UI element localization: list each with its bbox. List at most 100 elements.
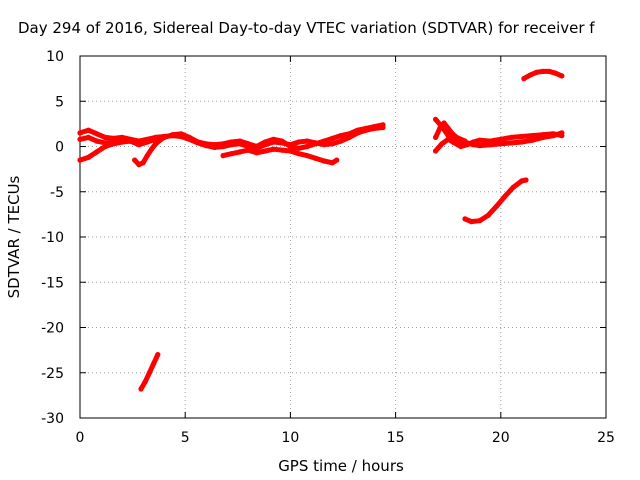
- y-axis: 10 5 0 -5 -10 -15 -20 -25 -30: [41, 49, 606, 427]
- data-point: [498, 136, 504, 142]
- data-point: [178, 131, 184, 137]
- data-point: [140, 160, 146, 166]
- data-point: [439, 141, 445, 147]
- data-point: [494, 203, 500, 209]
- data-point: [136, 162, 142, 168]
- data-point: [468, 219, 474, 225]
- x-tick-label: 0: [76, 430, 85, 446]
- data-point: [279, 147, 285, 153]
- data-point: [287, 143, 293, 150]
- y-tick-label: 0: [55, 140, 64, 156]
- data-point: [85, 134, 91, 140]
- y-tick-label: 10: [46, 49, 64, 65]
- data-point: [313, 155, 319, 161]
- x-tick-label: 15: [387, 430, 405, 446]
- data-point: [85, 154, 91, 160]
- data-point: [203, 141, 209, 147]
- data-point: [237, 138, 243, 144]
- data-point: [470, 139, 476, 145]
- data-point: [334, 157, 340, 163]
- data-point: [498, 141, 504, 147]
- data-point: [102, 134, 108, 140]
- data-point: [454, 134, 460, 140]
- data-point: [271, 136, 277, 142]
- data-series-trace: [433, 116, 565, 149]
- data-point: [487, 138, 493, 144]
- data-point: [559, 133, 565, 139]
- data-point: [441, 120, 447, 126]
- plot-frame: [79, 55, 607, 419]
- data-point: [195, 139, 201, 145]
- data-point: [245, 141, 251, 147]
- y-tick-label: -10: [41, 230, 64, 246]
- data-point: [155, 352, 161, 358]
- data-point: [329, 135, 336, 141]
- data-point: [279, 138, 285, 144]
- data-point: [77, 130, 83, 136]
- data-point: [237, 149, 243, 155]
- data-point: [94, 138, 100, 144]
- data-point: [529, 133, 536, 139]
- data-point: [338, 138, 344, 144]
- y-tick-label: -30: [41, 411, 64, 427]
- data-point: [144, 139, 150, 145]
- data-point: [521, 76, 527, 82]
- data-point: [559, 73, 565, 79]
- data-point: [85, 127, 91, 133]
- data-point: [477, 218, 483, 224]
- data-point: [296, 139, 302, 145]
- data-point: [94, 149, 100, 155]
- data-point: [437, 125, 443, 131]
- data-point: [304, 138, 310, 144]
- y-axis-label: SDTVAR / TECUs: [5, 175, 23, 298]
- data-point: [138, 386, 144, 392]
- data-point: [462, 216, 468, 222]
- chart-title: Day 294 of 2016, Sidereal Day-to-day VTE…: [18, 19, 595, 37]
- grid: [80, 56, 606, 418]
- data-point: [157, 137, 163, 143]
- data-point: [508, 140, 514, 146]
- x-tick-label: 20: [492, 430, 510, 446]
- data-point: [151, 361, 157, 367]
- data-point: [445, 133, 451, 139]
- data-point: [445, 136, 451, 142]
- data-point: [102, 143, 108, 150]
- data-point: [458, 136, 464, 142]
- data-point: [519, 133, 525, 140]
- y-tick-label: -15: [41, 275, 64, 291]
- data-point: [510, 184, 516, 190]
- data-point: [355, 127, 361, 133]
- x-axis: 0 5 10 15 20 25: [76, 56, 615, 446]
- data-point: [550, 131, 557, 137]
- data-point: [338, 133, 344, 139]
- data-point: [136, 142, 142, 148]
- x-tick-label: 5: [181, 430, 190, 446]
- data-point: [445, 125, 451, 131]
- data-point: [363, 125, 369, 131]
- data-point: [220, 153, 226, 159]
- data-point: [119, 139, 125, 145]
- data-series-trace: [433, 131, 565, 154]
- data-point: [372, 124, 378, 130]
- y-tick-label: -20: [41, 321, 64, 337]
- data-point: [329, 160, 336, 166]
- data-point: [146, 370, 152, 376]
- data-point: [321, 158, 327, 164]
- data-point: [254, 150, 260, 156]
- data-point: [540, 132, 546, 138]
- data-point: [449, 131, 455, 137]
- y-tick-label: -25: [41, 366, 64, 382]
- data-point: [127, 138, 134, 144]
- x-tick-label: 10: [281, 430, 299, 446]
- data-point: [111, 141, 117, 147]
- data-point: [433, 116, 439, 122]
- data-point: [433, 148, 439, 154]
- data-point: [212, 142, 218, 148]
- data-point: [220, 141, 226, 147]
- data-point: [451, 140, 458, 146]
- data-point: [77, 136, 83, 142]
- data-point: [304, 143, 310, 150]
- data-point: [271, 146, 277, 152]
- data-point: [161, 134, 167, 140]
